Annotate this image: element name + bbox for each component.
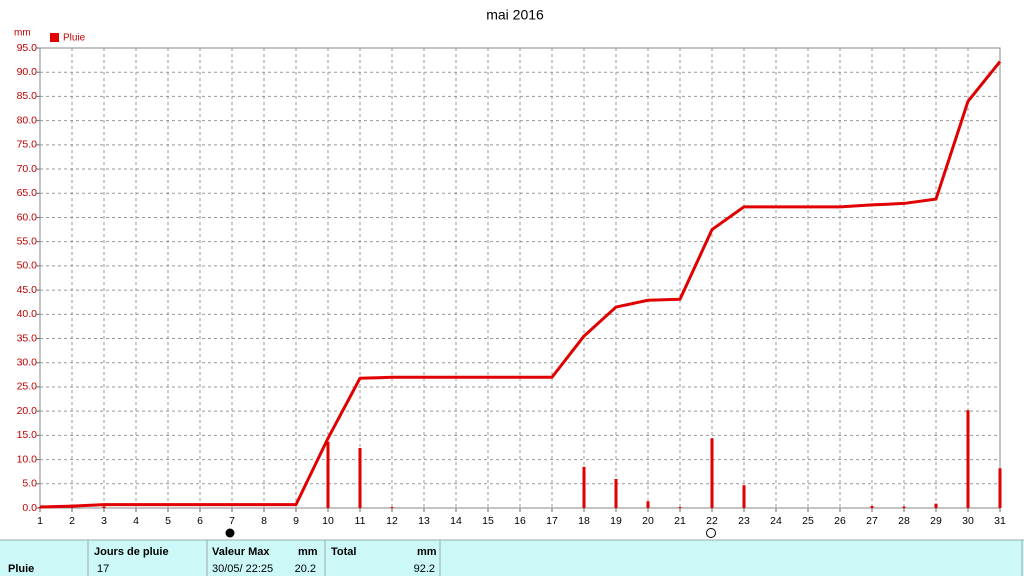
x-tick-label: 6 [197,515,203,527]
bar [870,506,874,508]
y-tick-label: 25.0 [17,381,38,393]
y-tick-label: 30.0 [17,357,38,369]
y-tick-label: 5.0 [22,478,37,490]
x-tick-label: 2 [69,515,75,527]
x-tick-label: 21 [674,515,686,527]
table-lines [0,539,1024,576]
x-tick-label: 26 [834,515,846,527]
x-tick-label: 4 [133,515,139,527]
x-tick-label: 17 [546,515,558,527]
x-tick-label: 15 [482,515,494,527]
x-tick-label: 30 [962,515,974,527]
y-tick-label: 40.0 [17,308,38,320]
table-header: mm [298,546,318,558]
x-tick-label: 25 [802,515,814,527]
x-tick-label: 13 [418,515,430,527]
y-tick-label: 0.0 [22,502,37,514]
y-tick-label: 10.0 [17,453,38,465]
bar [710,438,714,508]
table-cell: 92.2 [414,563,435,575]
x-tick-label: 10 [322,515,334,527]
table-cell: 20.2 [295,563,316,575]
bar [902,506,906,508]
y-tick-label: 65.0 [17,187,38,199]
full-moon [225,528,235,538]
y-tick-label: 95.0 [17,42,38,54]
new-moon [706,528,716,538]
table-header: mm [417,546,437,558]
x-tick-label: 18 [578,515,590,527]
y-tick-label: 80.0 [17,114,38,126]
bar [582,466,586,508]
x-tick-label: 7 [229,515,235,527]
x-tick-label: 27 [866,515,878,527]
bar [934,503,938,508]
y-tick-label: 50.0 [17,260,38,272]
cumulative-line [39,60,1002,509]
table-header: Total [331,546,356,558]
table-header: Valeur Max [212,546,270,558]
bar [390,507,394,508]
legend-swatch [50,33,59,42]
plot-frame [39,47,1001,509]
table-header: Jours de pluie [94,546,169,558]
y-tick-label: 60.0 [17,211,38,223]
y-tick-label: 55.0 [17,235,38,247]
x-tick-label: 22 [706,515,718,527]
y-tick-label: 85.0 [17,90,38,102]
chart-title: mai 2016 [486,7,544,23]
legend-label: Pluie [63,33,86,44]
x-tick-label: 12 [386,515,398,527]
y-tick-label: 15.0 [17,429,38,441]
x-tick-label: 23 [738,515,750,527]
bar [102,506,106,508]
bar [966,410,970,508]
x-tick-label: 3 [101,515,107,527]
y-tick-label: 45.0 [17,284,38,296]
x-tick-label: 9 [293,515,299,527]
y-tick-label: 70.0 [17,163,38,175]
x-tick-label: 1 [37,515,43,527]
x-tick-label: 19 [610,515,622,527]
bar [358,447,362,508]
bar [326,441,330,508]
table-cell: Pluie [8,563,34,575]
y-unit: mm [14,28,31,39]
y-tick-label: 20.0 [17,405,38,417]
x-tick-label: 16 [514,515,526,527]
table-cell: 30/05/ 22:25 [212,563,273,575]
table-cell: 17 [97,563,109,575]
bar [646,501,650,508]
y-tick-label: 75.0 [17,139,38,151]
bar [614,478,618,508]
x-tick-label: 28 [898,515,910,527]
bar [998,468,1002,508]
x-tick-label: 24 [770,515,782,527]
x-tick-label: 5 [165,515,171,527]
y-tick-label: 90.0 [17,66,38,78]
x-tick-label: 20 [642,515,654,527]
y-tick-label: 35.0 [17,332,38,344]
x-tick-label: 29 [930,515,942,527]
x-tick-label: 11 [355,515,366,527]
bar [742,485,746,508]
x-tick-label: 8 [261,515,267,527]
x-tick-label: 31 [994,515,1006,527]
bar [38,507,42,508]
table-bg [0,540,1024,576]
x-tick-label: 14 [450,515,462,527]
bar [678,507,682,508]
